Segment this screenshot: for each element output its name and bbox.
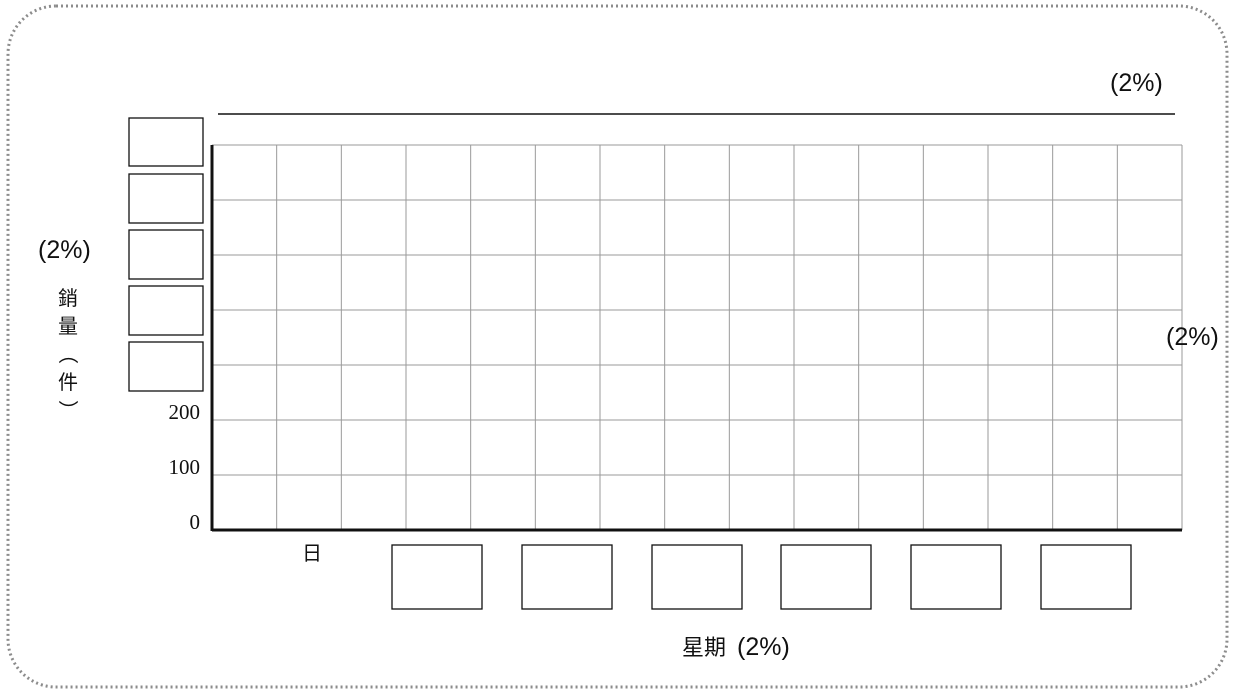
- x-category-labels: 日: [302, 541, 322, 565]
- y-tick-box-400[interactable]: [128, 285, 204, 336]
- x-axis-marks: (2%): [737, 633, 790, 661]
- x-category-box-sat[interactable]: [1040, 544, 1132, 610]
- y-axis-marks: (2%): [38, 236, 91, 264]
- y-tick-labels: 0 100 200: [169, 400, 201, 534]
- x-category-box-tue[interactable]: [521, 544, 613, 610]
- y-axis-label-char: 量: [58, 314, 78, 338]
- y-tick-box-500[interactable]: [128, 229, 204, 280]
- right-marks: (2%): [1166, 323, 1219, 351]
- x-category-box-fri[interactable]: [910, 544, 1002, 610]
- y-axis-label-char: （: [56, 344, 80, 364]
- y-tick-label: 0: [190, 510, 201, 534]
- x-axis-label: 星期: [682, 636, 726, 661]
- chart-grid: [212, 144, 1183, 530]
- y-tick-label: 100: [169, 455, 201, 479]
- y-axis-label-char: 件: [58, 370, 78, 394]
- y-axis-label-char: ）: [56, 400, 80, 420]
- y-tick-box-600[interactable]: [128, 173, 204, 224]
- y-tick-box-300[interactable]: [128, 341, 204, 392]
- y-axis-label-char: 銷: [58, 286, 78, 310]
- x-category-box-wed[interactable]: [651, 544, 743, 610]
- title-marks: (2%): [1110, 69, 1163, 97]
- y-axis-label: 銷量 （ 件 ）: [56, 286, 80, 420]
- y-tick-box-700[interactable]: [128, 117, 204, 167]
- worksheet-frame: [6, 4, 1229, 689]
- y-tick-label: 200: [169, 400, 201, 424]
- x-category-box-thu[interactable]: [780, 544, 872, 610]
- x-category-box-mon[interactable]: [391, 544, 483, 610]
- x-category-label: 日: [302, 541, 322, 565]
